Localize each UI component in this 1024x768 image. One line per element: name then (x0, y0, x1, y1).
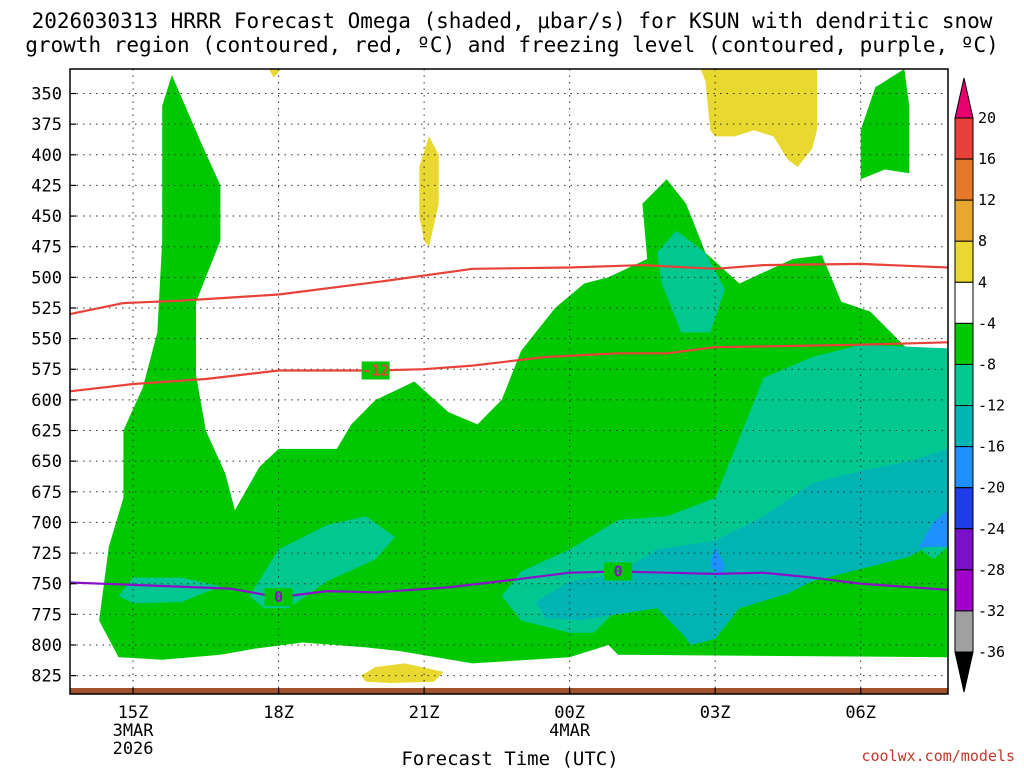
credit-link[interactable]: coolwx.com/models (861, 747, 1015, 765)
colorbar-level-label: -28 (978, 561, 1005, 579)
x-tick-date-label: 3MAR (113, 721, 155, 741)
colorbar-level-label: 4 (978, 273, 987, 291)
chart-title-line-2: growth region (contoured, red, ºC) and f… (25, 33, 999, 57)
colorbar-top-arrow (954, 77, 974, 119)
colorbar-box-5 (954, 322, 974, 365)
x-tick-date-label: 4MAR (549, 721, 591, 741)
colorbar-level-label: -16 (978, 438, 1005, 456)
colorbar-box-11 (954, 569, 974, 612)
colorbar-box-6 (954, 363, 974, 407)
omega-region-3 (249, 516, 395, 609)
temperature-contours: -12 0 0 (69, 262, 949, 607)
contour-line-2 (69, 570, 949, 599)
x-tick-label: 15Z (118, 703, 149, 723)
colorbar-level-label: 16 (978, 150, 996, 168)
y-tick-label: 450 (31, 207, 62, 227)
x-tick-label: 00Z (554, 703, 585, 723)
y-tick-label: 575 (31, 360, 62, 380)
colorbar-box-10 (954, 528, 974, 571)
colorbar-level-label: -4 (978, 314, 996, 332)
colorbar-box-12 (954, 610, 974, 653)
omega-region-10 (700, 69, 817, 167)
y-tick-label: 600 (31, 391, 62, 411)
x-axis-label: Forecast Time (UTC) (401, 748, 618, 768)
omega-region-6 (535, 448, 948, 645)
y-tick-label: 675 (31, 483, 62, 503)
colorbar-box-7 (954, 405, 974, 448)
colorbar-box-8 (954, 446, 974, 489)
y-tick-label: 475 (31, 238, 62, 258)
omega-region-12 (268, 69, 281, 78)
colorbar-bottom-arrow (954, 651, 974, 693)
freezing-contour-label-1-bg (264, 588, 293, 607)
colorbar-box-2 (954, 199, 974, 242)
x-tick-label: 06Z (845, 703, 876, 723)
y-tick-label: 725 (31, 544, 62, 564)
colorbar-level-label: -36 (978, 643, 1005, 661)
y-tick-label: 700 (31, 513, 62, 533)
terrain-surface-bar (70, 688, 948, 694)
y-tick-label: 350 (31, 85, 62, 105)
y-tick-label: 800 (31, 636, 62, 656)
colorbar-box-9 (954, 487, 974, 530)
pressure-axis: 350 375 400 425 450 475 500 525 550 575 600 625 650 6… (31, 85, 76, 687)
x-tick-label: 21Z (409, 703, 440, 723)
y-tick-label: 775 (31, 605, 62, 625)
x-tick-label: 03Z (700, 703, 731, 723)
omega-region-5 (657, 230, 725, 333)
colorbar-level-label: 8 (978, 232, 987, 250)
chart-title-line-1: 2026030313 HRRR Forecast Omega (shaded, … (32, 9, 993, 33)
colorbar-level-label: -20 (978, 479, 1005, 497)
y-tick-label: 625 (31, 422, 62, 442)
x-tick-label: 18Z (263, 703, 294, 723)
y-tick-label: 425 (31, 176, 62, 196)
colorbar-box-3 (954, 240, 974, 283)
freezing-contour-label-1: 0 (274, 588, 283, 606)
freezing-contour-label-2-bg (604, 562, 633, 581)
colorbar-level-label: -24 (978, 520, 1005, 538)
y-tick-label: 400 (31, 146, 62, 166)
colorbar-level-label: 20 (978, 109, 996, 127)
omega-colorbar: 20 16 12 8 4 -4 -8 -12 -16 -20 -24 -28 -32 -36 (954, 77, 1005, 693)
y-tick-label: 525 (31, 299, 62, 319)
plot-frame (69, 68, 949, 695)
omega-region-4 (501, 344, 948, 633)
dgz-contour-label-bg (361, 361, 390, 380)
colorbar-level-label: -12 (978, 397, 1005, 415)
colorbar-level-label: -8 (978, 355, 996, 373)
colorbar-box-0 (954, 117, 974, 160)
contour-line-0 (69, 262, 949, 316)
omega-region-11 (361, 663, 444, 683)
colorbar-level-label: 12 (978, 191, 996, 209)
omega-region-8 (710, 546, 725, 578)
y-tick-label: 500 (31, 268, 62, 288)
y-tick-label: 550 (31, 330, 62, 350)
x-tick-year-label: 2026 (113, 739, 154, 759)
omega-region-7 (918, 510, 948, 547)
y-tick-label: 375 (31, 115, 62, 135)
contour-line-1 (69, 341, 949, 393)
omega-shading (99, 69, 949, 683)
y-tick-label: 750 (31, 575, 62, 595)
dgz-contour-label: -12 (362, 361, 389, 379)
y-tick-label: 825 (31, 667, 62, 687)
freezing-contour-label-2: 0 (614, 562, 623, 580)
omega-region-1 (860, 69, 910, 180)
colorbar-box-1 (954, 158, 974, 201)
colorbar-level-label: -32 (978, 602, 1005, 620)
colorbar-box-4 (954, 281, 974, 324)
y-tick-label: 650 (31, 452, 62, 472)
